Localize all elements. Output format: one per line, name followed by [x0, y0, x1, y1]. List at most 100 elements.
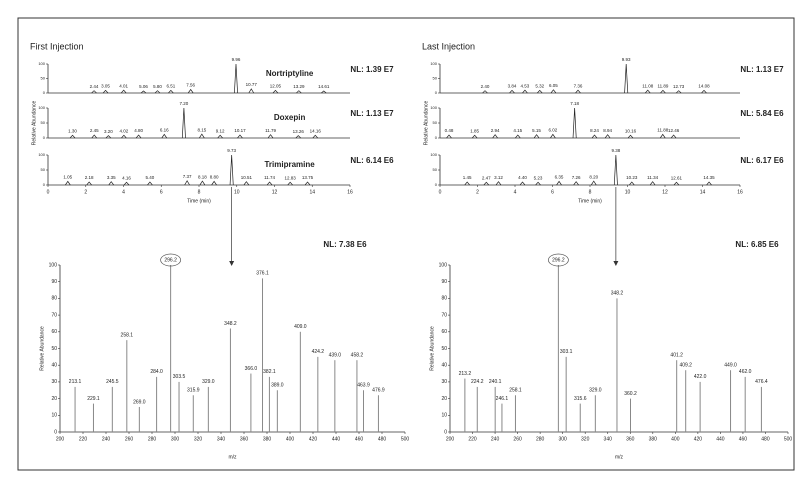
peak-label: 9.93 — [622, 57, 631, 62]
peak — [644, 89, 651, 94]
peak-label: 7.20 — [180, 101, 189, 106]
peak — [590, 180, 597, 186]
y-tick-label: 0 — [435, 135, 438, 140]
peak-label: 329.0 — [202, 379, 215, 385]
peak — [140, 90, 147, 94]
peak-label: 213.2 — [459, 371, 472, 377]
panel-title: First Injection — [30, 41, 84, 51]
peak — [237, 134, 243, 139]
peak-label: 8.24 — [590, 128, 599, 133]
peak-label: 3.05 — [101, 84, 110, 89]
peak-label: 10.17 — [234, 128, 246, 133]
normalization-level: NL: 1.13 E7 — [740, 65, 784, 74]
y-tick-label: 0 — [43, 90, 46, 95]
x-tick-label: 8 — [589, 189, 592, 195]
y-tick-label: 10 — [51, 413, 57, 419]
y-tick-label: 30 — [51, 379, 57, 385]
peak-label: 5.15 — [532, 128, 541, 133]
peak — [211, 180, 217, 186]
peak-label: 13.75 — [302, 175, 314, 180]
panel-title: Last Injection — [422, 41, 475, 51]
peak-label: 7.36 — [574, 83, 583, 88]
y-tick-label: 20 — [51, 396, 57, 402]
peak-label: 10.23 — [626, 175, 638, 180]
x-tick-label: 14 — [309, 189, 315, 195]
peak — [234, 63, 238, 94]
peak — [446, 134, 452, 139]
peak-label: 303.1 — [560, 349, 573, 355]
peak — [573, 181, 579, 186]
peak-label: 6.05 — [549, 83, 558, 88]
x-tick-label: 10 — [234, 189, 240, 195]
peak — [519, 181, 526, 186]
x-tick-label: 16 — [347, 189, 353, 195]
peak — [295, 135, 302, 139]
peak — [248, 88, 255, 94]
peak-label: 12.05 — [270, 84, 282, 89]
x-tick-label: 260 — [513, 436, 522, 442]
peak — [575, 89, 581, 94]
x-tick-label: 12 — [662, 189, 668, 195]
y-tick-label: 100 — [49, 262, 58, 268]
y-tick-label: 50 — [41, 76, 46, 81]
y-tick-label: 80 — [441, 296, 447, 302]
x-tick-label: 480 — [761, 436, 770, 442]
peak-label: 1.05 — [63, 175, 72, 180]
peak-label: 5.80 — [153, 84, 162, 89]
peak-label: 12.46 — [668, 128, 680, 133]
peak — [591, 134, 598, 139]
peak — [556, 180, 562, 186]
peak — [187, 88, 194, 94]
peak — [69, 134, 76, 139]
peak — [168, 89, 174, 94]
peak — [91, 134, 98, 139]
peak — [199, 133, 205, 139]
peak-label: 315.9 — [187, 388, 200, 394]
y-tick-label: 20 — [441, 396, 447, 402]
peak-label: 8.18 — [198, 174, 207, 179]
peak-label: 4.40 — [518, 175, 527, 180]
peak-label: 1.30 — [68, 128, 77, 133]
normalization-level: NL: 1.39 E7 — [350, 65, 394, 74]
peak-label: 5.40 — [146, 175, 155, 180]
y-tick-label: 0 — [444, 429, 447, 435]
peak — [199, 180, 206, 186]
x-tick-label: 220 — [79, 436, 88, 442]
peak-label: 9.12 — [216, 128, 225, 133]
x-tick-label: 4 — [122, 189, 125, 195]
peak-label: 303.5 — [173, 374, 186, 380]
y-tick-label: 90 — [51, 279, 57, 285]
compound-name: Trimipramine — [264, 160, 315, 169]
x-tick-label: 320 — [581, 436, 590, 442]
peak — [123, 181, 130, 186]
peak-label: 213.1 — [69, 379, 82, 385]
x-tick-label: 440 — [716, 436, 725, 442]
peak-label: 14.61 — [318, 84, 330, 89]
peak — [65, 180, 71, 186]
peak — [312, 134, 319, 139]
x-tick-label: 4 — [514, 189, 517, 195]
peak — [181, 107, 186, 139]
x-tick-label: 10 — [625, 189, 631, 195]
peak-label: 13.29 — [293, 84, 305, 89]
x-axis-label: m/z — [615, 454, 624, 460]
peak — [670, 134, 677, 139]
y-tick-label: 50 — [433, 76, 438, 81]
peak — [102, 89, 109, 94]
peak-label: 11.08 — [642, 83, 653, 88]
peak-label: 9.96 — [232, 57, 241, 62]
peak — [706, 181, 712, 186]
peak-label: 4.15 — [513, 128, 522, 133]
y-tick-label: 100 — [38, 61, 45, 66]
x-tick-label: 200 — [446, 436, 455, 442]
peak — [482, 90, 488, 94]
x-tick-label: 420 — [309, 436, 318, 442]
peak-label: 2.40 — [481, 84, 490, 89]
highlight-circle — [548, 253, 569, 267]
y-tick-label: 50 — [51, 346, 57, 352]
peak-label: 476.9 — [372, 388, 385, 394]
peak-label: 409.0 — [294, 324, 307, 330]
peak — [495, 181, 502, 186]
y-tick-label: 0 — [54, 429, 57, 435]
